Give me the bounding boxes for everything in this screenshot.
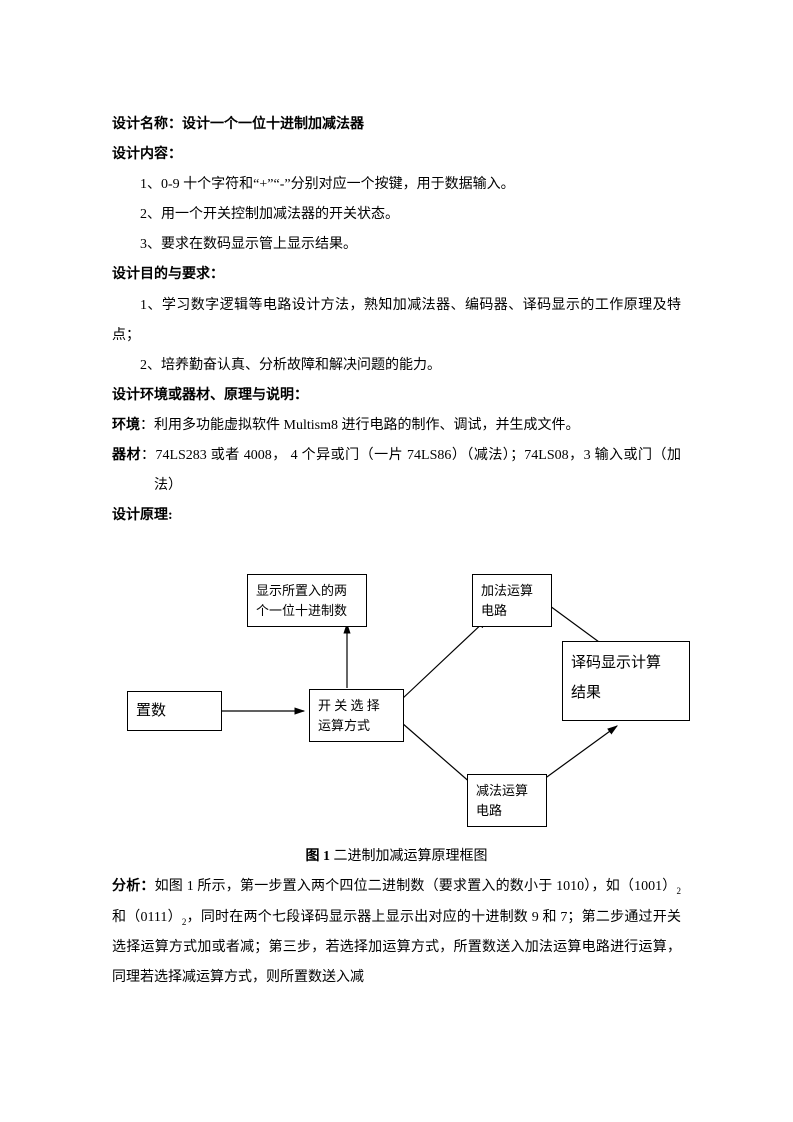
caption-figure-number: 图 1: [306, 849, 331, 864]
design-name-label: 设计名称：: [112, 117, 182, 132]
design-goal-label: 设计目的与要求：: [112, 260, 681, 290]
analysis-text-1: 如图 1 所示，第一步置入两个四位二进制数（要求置入的数小于 1010），如（1…: [155, 879, 677, 894]
design-content-label: 设计内容：: [112, 140, 681, 170]
content-item-3: 3、要求在数码显示管上显示结果。: [112, 230, 681, 260]
diagram-box-output: 译码显示计算 结果: [562, 641, 690, 721]
env-title: 环境: [112, 418, 140, 433]
analysis-text-2: 和（0111）: [112, 910, 182, 925]
material-title: 器材: [112, 448, 141, 463]
diagram-box-sub: 减法运算 电路: [467, 774, 547, 827]
caption-text: 二进制加减运算原理框图: [330, 849, 488, 864]
diagram-box-switch: 开 关 选 择 运算方式: [309, 689, 404, 742]
env-line: 环境：利用多功能虚拟软件 Multism8 进行电路的制作、调试，并生成文件。: [112, 411, 681, 441]
diagram-box-add: 加法运算 电路: [472, 574, 552, 627]
goal-item-1: 1、学习数字逻辑等电路设计方法，熟知加减法器、编码器、译码显示的工作原理及特点；: [112, 291, 681, 351]
design-name-value: 设计一个一位十进制加减法器: [182, 117, 364, 132]
diagram-box-display: 显示所置入的两 个一位十进制数: [247, 574, 367, 627]
diagram-box-input: 置数: [127, 691, 222, 731]
analysis-label: 分析：: [112, 879, 155, 894]
env-text: ：利用多功能虚拟软件 Multism8 进行电路的制作、调试，并生成文件。: [140, 418, 579, 433]
goal-item-2: 2、培养勤奋认真、分析故障和解决问题的能力。: [112, 351, 681, 381]
principle-label: 设计原理:: [112, 501, 681, 531]
diagram-caption: 图 1 二进制加减运算原理框图: [112, 842, 681, 872]
principle-diagram: 置数 显示所置入的两 个一位十进制数 开 关 选 择 运算方式 加法运算 电路 …: [112, 546, 692, 836]
content-item-1: 1、0-9 十个字符和“+”“-”分别对应一个按键，用于数据输入。: [112, 170, 681, 200]
analysis-paragraph: 分析：如图 1 所示，第一步置入两个四位二进制数（要求置入的数小于 1010），…: [112, 872, 681, 992]
content-item-2: 2、用一个开关控制加减法器的开关状态。: [112, 200, 681, 230]
material-text: ：74LS283 或者 4008， 4 个异或门（一片 74LS86）（减法）；…: [141, 448, 681, 493]
env-section-label: 设计环境或器材、原理与说明：: [112, 381, 681, 411]
design-name-line: 设计名称：设计一个一位十进制加减法器: [112, 110, 681, 140]
analysis-text-3: ，同时在两个七段译码显示器上显示出对应的十进制数 9 和 7；第二步通过开关选择…: [112, 910, 681, 985]
analysis-sub-1: 2: [677, 886, 682, 896]
material-line: 器材：74LS283 或者 4008， 4 个异或门（一片 74LS86）（减法…: [112, 441, 681, 501]
